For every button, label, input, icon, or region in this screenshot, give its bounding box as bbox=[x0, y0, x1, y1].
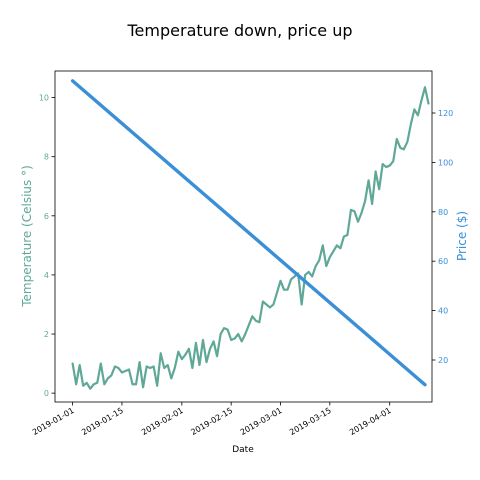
x-tick-label: 2019-01-15 bbox=[80, 406, 125, 437]
left-y-tick-label: 2 bbox=[44, 330, 49, 339]
x-tick-label: 2019-02-01 bbox=[140, 406, 185, 437]
temperature-series-line bbox=[71, 86, 430, 390]
x-tick-label: 2019-01-01 bbox=[31, 406, 76, 437]
chart-title: Temperature down, price up bbox=[127, 21, 353, 40]
left-y-tick-label: 10 bbox=[39, 94, 49, 103]
right-y-tick-label: 40 bbox=[438, 307, 448, 316]
right-y-tick-label: 60 bbox=[438, 257, 448, 266]
price-series-line bbox=[70, 79, 427, 387]
x-tick-label: 2019-03-01 bbox=[239, 406, 284, 437]
x-tick-label: 2019-04-01 bbox=[348, 406, 393, 437]
x-axis: 2019-01-01 2019-01-15 2019-02-01 2019-02-15… bbox=[31, 402, 393, 437]
right-y-tick-label: 20 bbox=[438, 356, 448, 365]
right-y-axis-label: Price ($) bbox=[455, 211, 469, 261]
x-tick-label: 2019-03-15 bbox=[288, 406, 333, 437]
plot-area bbox=[54, 70, 433, 403]
right-y-tick-label: 120 bbox=[438, 109, 453, 118]
x-tick-label: 2019-02-15 bbox=[189, 406, 234, 437]
left-y-tick-label: 8 bbox=[44, 153, 49, 162]
x-axis-label: Date bbox=[232, 445, 254, 455]
left-y-axis-label: Temperature (Celsius °) bbox=[20, 165, 34, 308]
right-y-tick-label: 80 bbox=[438, 208, 448, 217]
left-y-tick-label: 0 bbox=[44, 389, 49, 398]
right-y-tick-label: 100 bbox=[438, 158, 453, 167]
series-layer bbox=[70, 79, 430, 390]
left-y-tick-label: 4 bbox=[44, 271, 49, 280]
left-y-tick-label: 6 bbox=[44, 212, 49, 221]
left-y-axis: 0 2 4 6 8 10 bbox=[39, 94, 55, 398]
right-y-axis: 20 40 60 80 100 120 bbox=[432, 109, 453, 365]
